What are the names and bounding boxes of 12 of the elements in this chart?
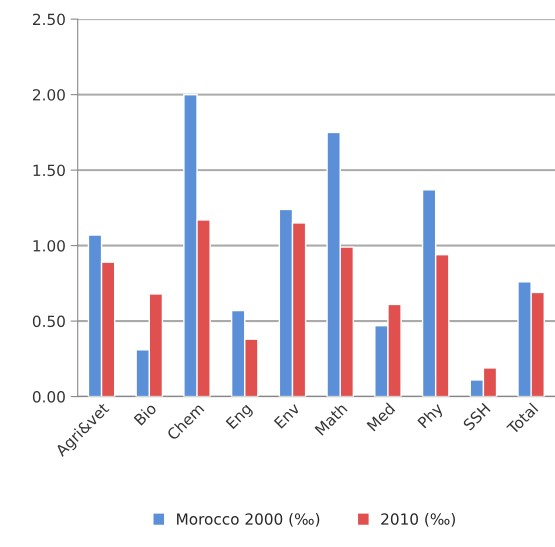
x-tick-label: Phy <box>416 402 446 431</box>
legend-label: Morocco 2000 (‰) <box>177 513 320 527</box>
x-tick-label: Env <box>274 402 300 429</box>
y-tick-label: 2.50 <box>32 14 65 26</box>
y-tick-label: 0.50 <box>32 316 65 328</box>
x-tick-label: Eng <box>226 402 254 432</box>
y-tick-label: 1.00 <box>34 240 65 252</box>
y-tick-label: 0.00 <box>32 391 65 403</box>
y-tick-label: 1.50 <box>34 164 65 176</box>
legend-label: 2010 (‰) <box>381 513 455 527</box>
x-tick-label: Bio <box>133 402 158 426</box>
y-tick-label: 2.00 <box>32 89 65 101</box>
